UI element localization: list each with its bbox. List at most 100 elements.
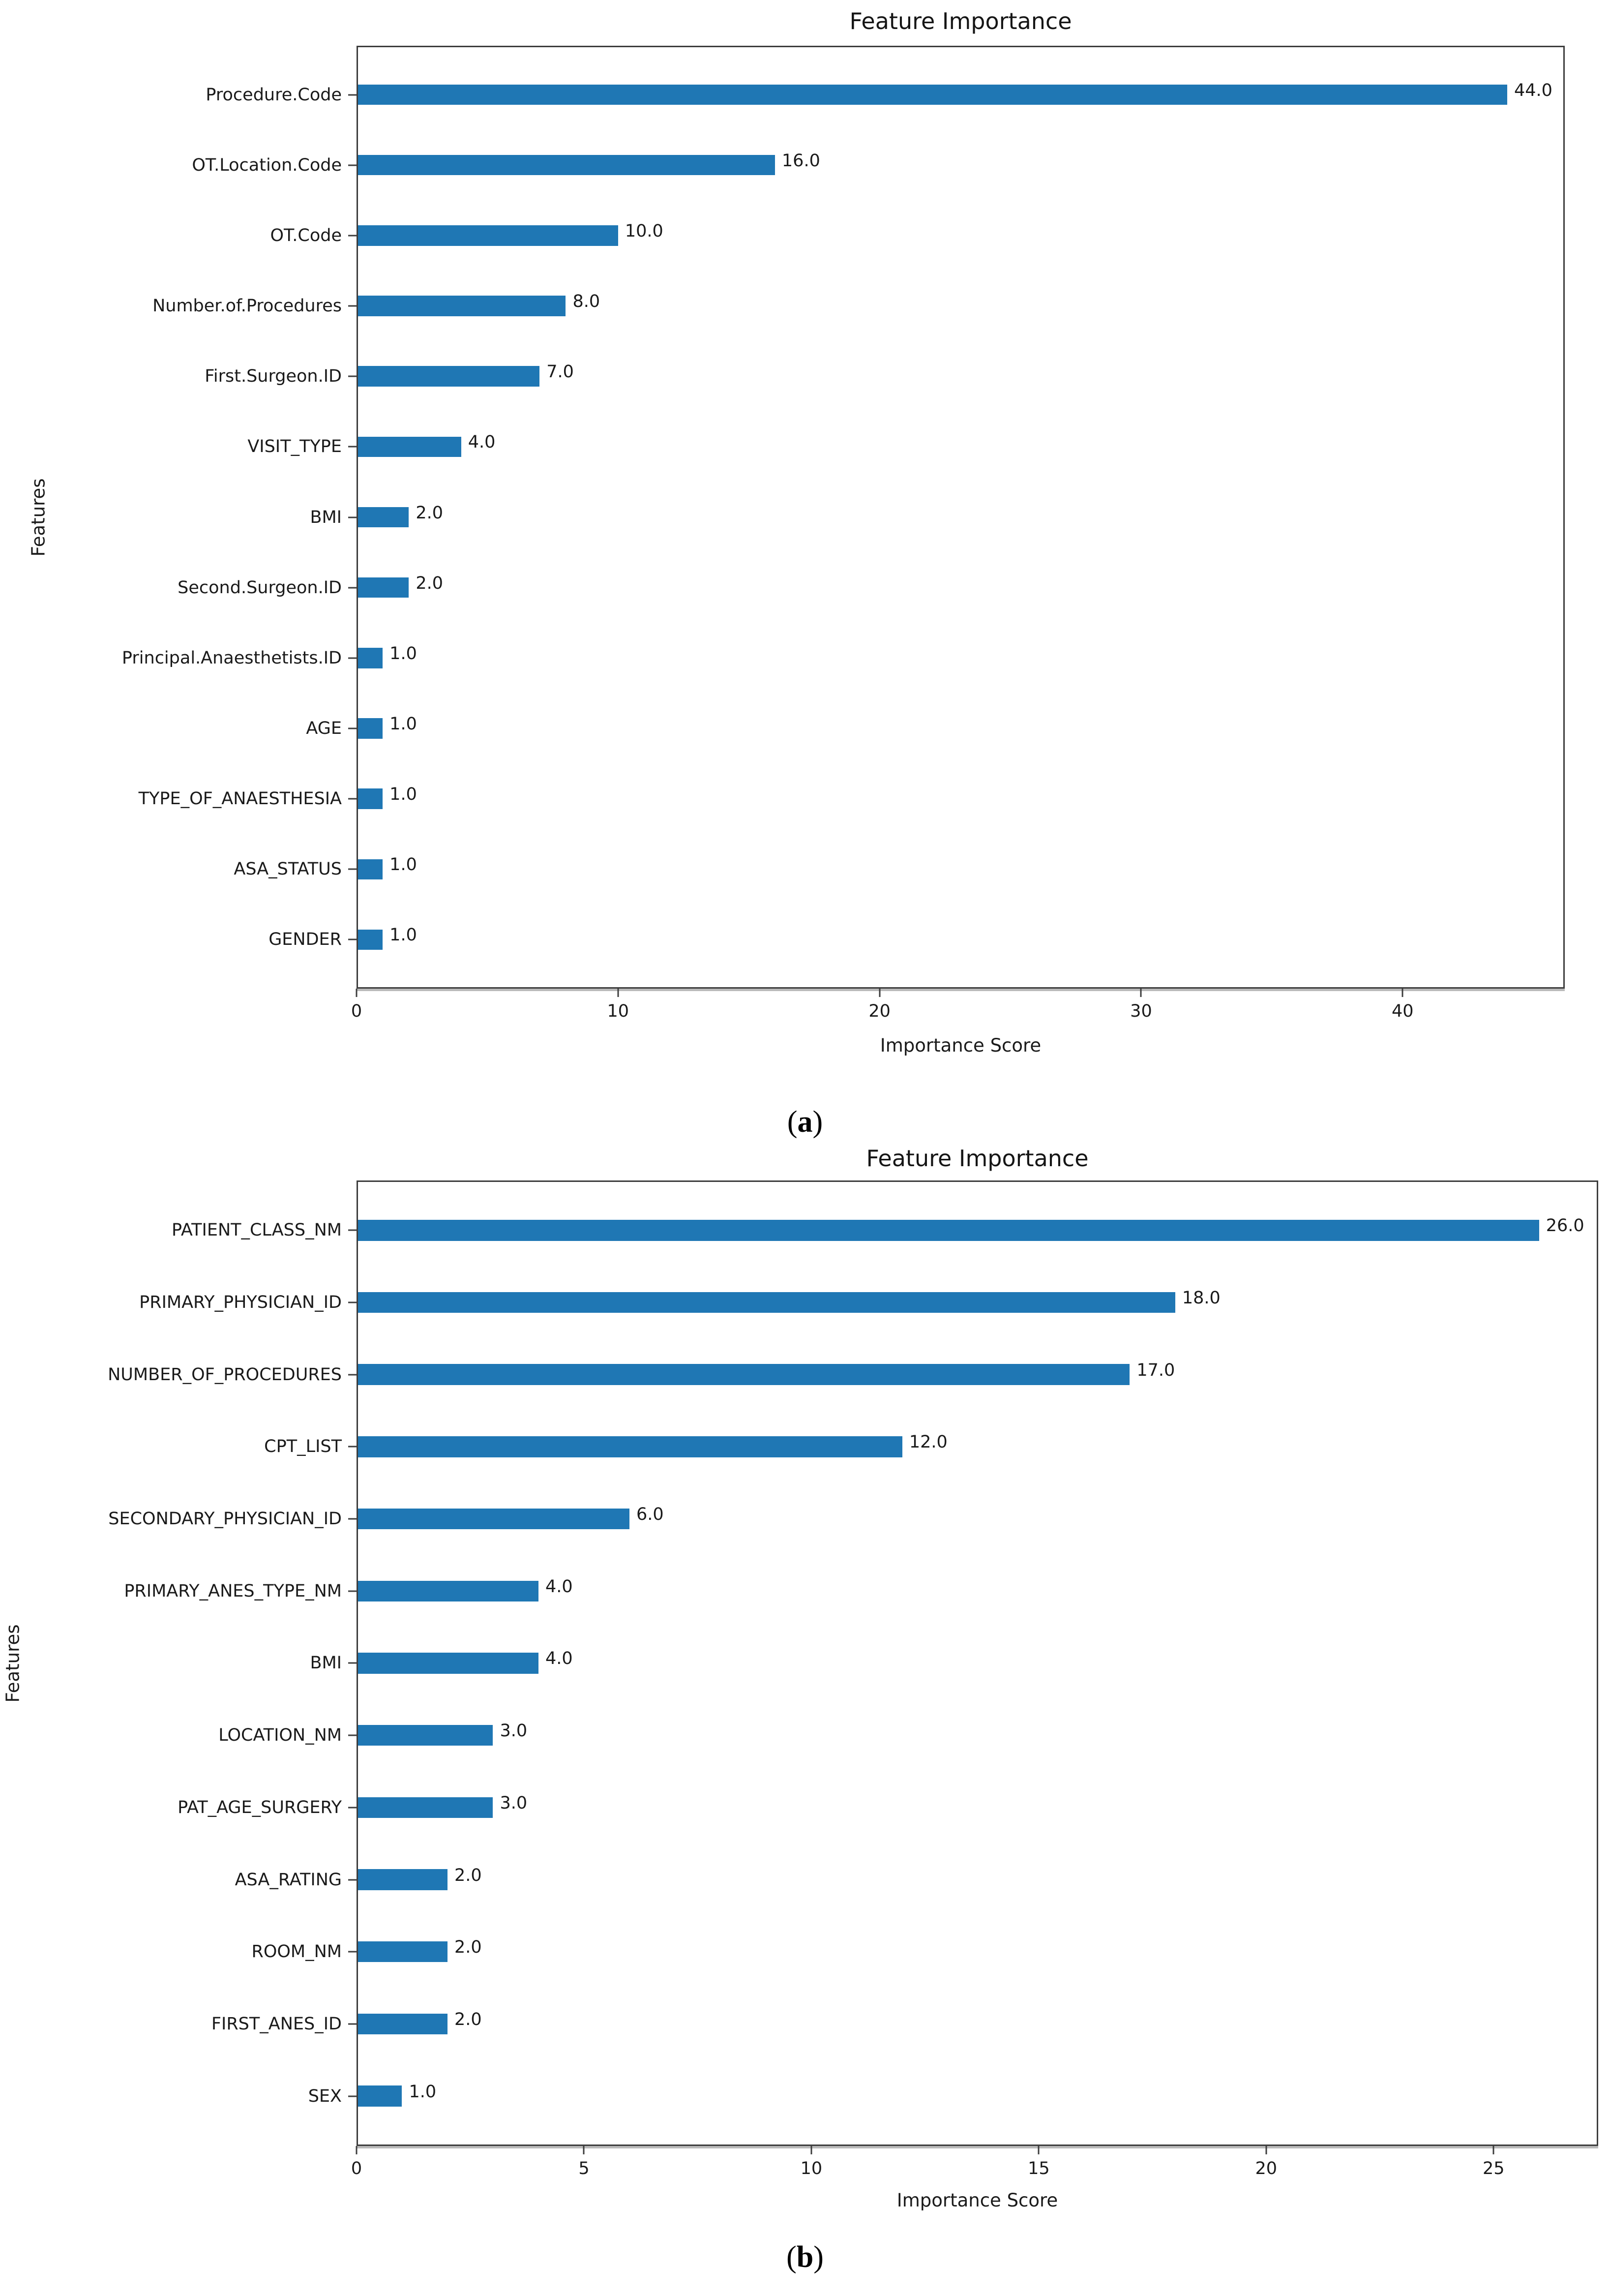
bar-value-label: 2.0: [416, 573, 444, 593]
bar-row: Principal.Anaesthetists.ID 1.0: [122, 623, 1565, 693]
x-tick-label: 20: [1255, 2159, 1278, 2178]
category-label: Procedure.Code: [206, 85, 342, 105]
bar-row: VISIT_TYPE 4.0: [247, 412, 1565, 482]
x-axis: 0 5 10 15 20 25: [351, 2146, 1598, 2190]
bar-value-label: 17.0: [1136, 1360, 1175, 1380]
caption-letter: b: [796, 2240, 814, 2274]
x-tick: [1038, 2146, 1040, 2154]
category-label: SECONDARY_PHYSICIAN_ID: [108, 1509, 342, 1529]
bar: [357, 436, 461, 457]
subfigure-caption-a: (a): [0, 1105, 1610, 1140]
category-label: Principal.Anaesthetists.ID: [121, 648, 342, 668]
bar-value-label: 4.0: [468, 432, 496, 453]
bar-value-label: 4.0: [545, 1576, 573, 1597]
bar: [357, 225, 618, 246]
bar-row: SEX 1.0: [308, 2060, 1598, 2132]
bar-row: First.Surgeon.ID 7.0: [205, 341, 1565, 412]
bar-row: SECONDARY_PHYSICIAN_ID 6.0: [108, 1483, 1598, 1555]
x-tick-label: 10: [800, 2159, 823, 2178]
bar-row: TYPE_OF_ANAESTHESIA 1.0: [139, 764, 1565, 834]
bar-row: Second.Surgeon.ID 2.0: [178, 552, 1565, 623]
bar-value-label: 1.0: [389, 644, 417, 664]
bar: [357, 1869, 447, 1890]
bar-row: PRIMARY_PHYSICIAN_ID 18.0: [139, 1267, 1598, 1339]
caption-open-paren: (: [787, 1105, 798, 1139]
bar-value-label: 1.0: [389, 785, 417, 805]
bar-value-label: 1.0: [389, 925, 417, 945]
y-tick: [348, 1301, 357, 1303]
bar-row: NUMBER_OF_PROCEDURES 17.0: [108, 1338, 1598, 1411]
bar-row: ASA_STATUS 1.0: [234, 834, 1565, 905]
x-axis-label: Importance Score: [896, 2190, 1058, 2211]
bar: [357, 366, 540, 387]
bar: [357, 1436, 902, 1457]
bar-value-label: 16.0: [781, 151, 820, 171]
bar-value-label: 8.0: [572, 292, 600, 312]
bar-value-label: 7.0: [546, 362, 574, 382]
bar: [357, 1220, 1539, 1241]
category-label: BMI: [310, 507, 342, 527]
bar: [357, 577, 409, 598]
bar-value-label: 2.0: [454, 2010, 482, 2030]
category-label: First.Surgeon.ID: [205, 366, 342, 387]
bar-value-label: 6.0: [636, 1505, 664, 1525]
category-label: PATIENT_CLASS_NM: [172, 1220, 342, 1240]
bar-row: Number.of.Procedures 8.0: [152, 271, 1565, 341]
y-tick: [348, 868, 357, 870]
bar: [357, 154, 775, 176]
bar: [357, 648, 383, 668]
y-tick: [348, 446, 357, 448]
y-tick: [348, 798, 357, 800]
y-tick: [348, 375, 357, 377]
bar-row: OT.Code 10.0: [270, 200, 1565, 271]
y-tick: [348, 94, 357, 96]
x-tick: [583, 2146, 585, 2154]
bar: [357, 1508, 629, 1530]
y-tick: [348, 1446, 357, 1448]
y-tick: [348, 1374, 357, 1376]
y-tick: [348, 516, 357, 518]
x-tick-label: 40: [1391, 1001, 1414, 1021]
y-tick: [348, 1662, 357, 1664]
category-label: CPT_LIST: [264, 1437, 342, 1457]
bar-value-label: 1.0: [409, 2082, 437, 2102]
bar-row: GENDER 1.0: [268, 905, 1565, 975]
bar-value-label: 26.0: [1546, 1216, 1584, 1236]
bar-row: AGE 1.0: [306, 693, 1565, 763]
caption-open-paren: (: [786, 2240, 797, 2274]
x-tick: [356, 989, 358, 997]
x-tick: [1401, 989, 1403, 997]
bar-row: BMI 4.0: [310, 1627, 1598, 1699]
y-tick: [348, 938, 357, 940]
bar-row: PAT_AGE_SURGERY 3.0: [178, 1772, 1598, 1844]
category-label: Number.of.Procedures: [152, 296, 342, 316]
bar-value-label: 10.0: [625, 221, 663, 242]
x-tick: [356, 2146, 358, 2154]
bar: [357, 1580, 538, 1602]
chart-title: Feature Importance: [866, 1145, 1089, 1172]
category-label: ASA_RATING: [235, 1870, 342, 1890]
category-label: BMI: [310, 1653, 342, 1673]
x-tick-label: 0: [351, 1001, 362, 1021]
bar: [357, 1724, 493, 1746]
bar-row: BMI 2.0: [310, 482, 1565, 552]
bar-row: PRIMARY_ANES_TYPE_NM 4.0: [124, 1555, 1598, 1627]
bar-value-label: 4.0: [545, 1649, 573, 1669]
bar: [357, 788, 383, 809]
bar-row: ASA_RATING 2.0: [235, 1843, 1598, 1916]
category-label: PRIMARY_ANES_TYPE_NM: [124, 1581, 342, 1601]
plot-border: [357, 46, 1565, 991]
bar: [357, 929, 383, 950]
y-tick: [348, 305, 357, 307]
category-label: TYPE_OF_ANAESTHESIA: [138, 789, 342, 809]
bar: [357, 2085, 402, 2107]
x-tick: [1265, 2146, 1267, 2154]
chart-title: Feature Importance: [849, 8, 1072, 34]
y-tick: [348, 164, 357, 166]
plot-border: [357, 1180, 1598, 2148]
x-tick-label: 30: [1130, 1001, 1152, 1021]
bar: [357, 718, 383, 739]
bar-value-label: 3.0: [500, 1721, 528, 1741]
